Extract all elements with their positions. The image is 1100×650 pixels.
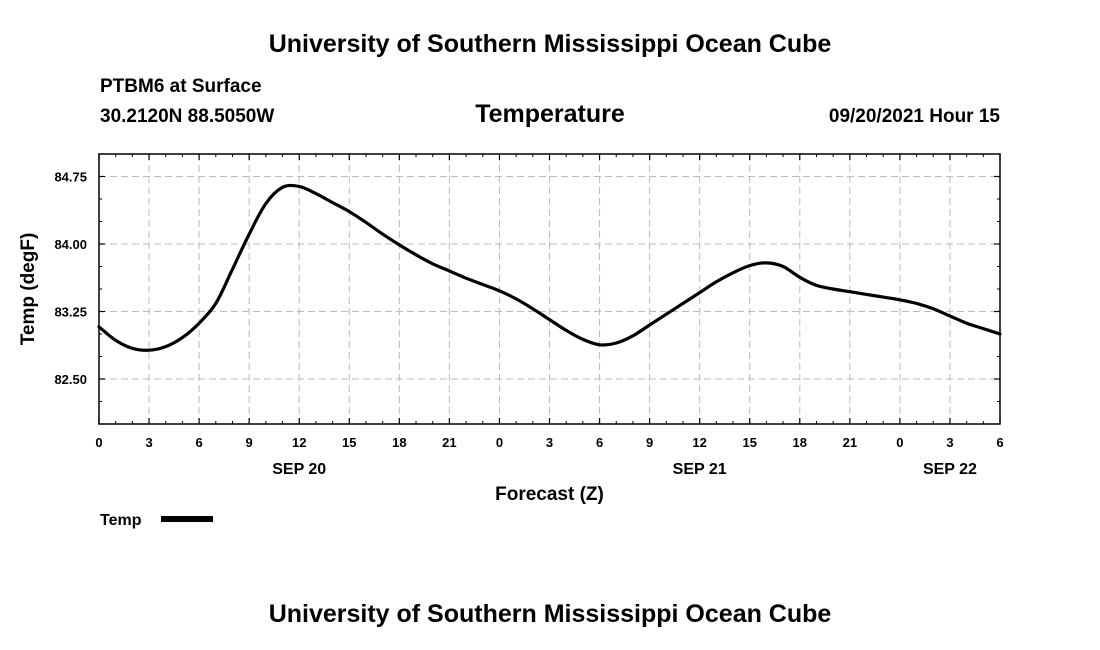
plot-frame	[98, 153, 1001, 425]
legend-swatch-temp	[161, 516, 213, 522]
x-tick-label: 6	[195, 435, 202, 450]
legend: Temp	[100, 512, 213, 529]
top-title: University of Southern Mississippi Ocean…	[268, 30, 832, 58]
x-tick-label: 6	[596, 435, 603, 450]
x-tick-label: 9	[246, 435, 253, 450]
x-tick-label: 6	[996, 435, 1003, 450]
x-tick-label: 18	[392, 435, 406, 450]
bottom-title: University of Southern Mississippi Ocean…	[268, 600, 832, 628]
x-axis-title: Forecast (Z)	[495, 484, 604, 505]
y-tick-label: 82.50	[54, 372, 87, 387]
x-tick-label: 3	[946, 435, 953, 450]
x-tick-label: 15	[342, 435, 356, 450]
series-lines	[97, 183, 1002, 352]
x-tick-label: 3	[546, 435, 553, 450]
datetime-label: 09/20/2021 Hour 15	[828, 106, 1000, 127]
legend-label-temp: Temp	[100, 512, 142, 529]
y-axis-title: Temp (degF)	[18, 233, 39, 346]
station-label: PTBM6 at Surface	[100, 76, 262, 97]
x-tick-label: 0	[496, 435, 503, 450]
x-tick-label: 21	[843, 435, 857, 450]
y-tick-label: 84.75	[54, 170, 87, 185]
x-tick-label: 12	[292, 435, 306, 450]
x-tick-label: 21	[442, 435, 456, 450]
y-tick-label: 83.25	[54, 305, 87, 320]
tick-labels: 0 3 6 9 12 15 18 21 0 3 6 9 12 15 18 21 0 3 6 82.50 83.25 84.…	[54, 170, 1003, 479]
x-tick-label: 18	[793, 435, 807, 450]
chart-title: Temperature	[475, 100, 625, 128]
date-label: SEP 22	[923, 461, 977, 478]
date-label: SEP 21	[673, 461, 727, 478]
series-line-temp	[97, 183, 1002, 352]
x-tick-label: 3	[145, 435, 152, 450]
grid-lines	[99, 154, 1000, 424]
coordinates-label: 30.2120N 88.5050W	[100, 106, 275, 127]
x-tick-label: 15	[742, 435, 756, 450]
x-tick-label: 0	[896, 435, 903, 450]
x-tick-label: 9	[646, 435, 653, 450]
x-tick-label: 0	[95, 435, 102, 450]
y-tick-label: 84.00	[54, 237, 87, 252]
date-label: SEP 20	[272, 461, 326, 478]
x-tick-label: 12	[692, 435, 706, 450]
